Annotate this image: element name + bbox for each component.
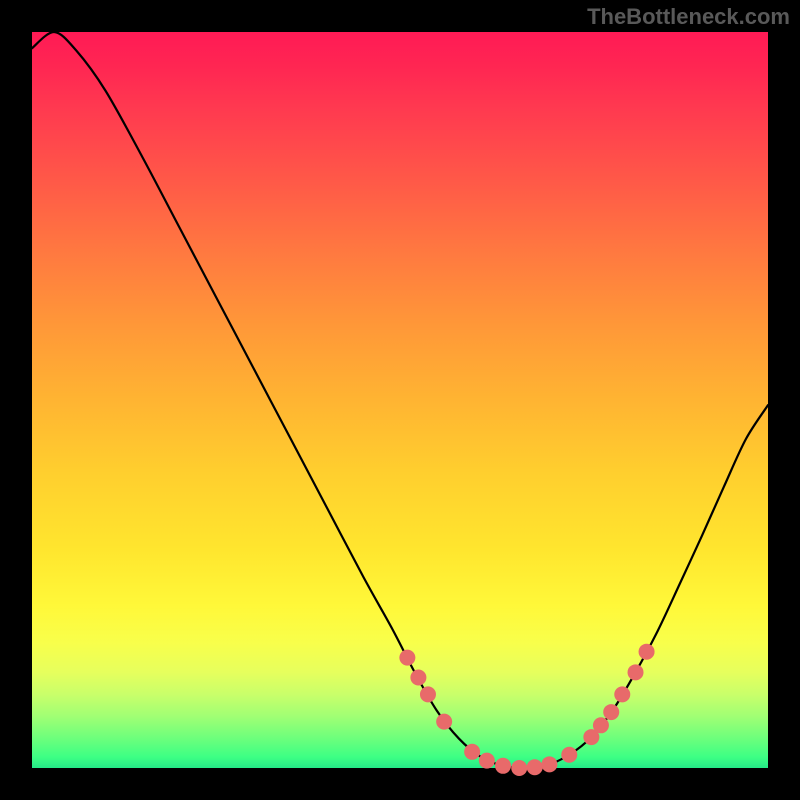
- data-point: [527, 759, 543, 775]
- data-point: [628, 664, 644, 680]
- data-point: [410, 669, 426, 685]
- curve-chart: [0, 0, 800, 800]
- data-point: [479, 753, 495, 769]
- data-point: [614, 686, 630, 702]
- data-point: [436, 714, 452, 730]
- data-point: [511, 760, 527, 776]
- data-point: [420, 686, 436, 702]
- data-point: [561, 747, 577, 763]
- data-point: [639, 644, 655, 660]
- watermark-text: TheBottleneck.com: [587, 4, 790, 30]
- data-point: [399, 650, 415, 666]
- chart-container: TheBottleneck.com: [0, 0, 800, 800]
- data-point: [593, 717, 609, 733]
- data-point: [464, 744, 480, 760]
- data-point: [541, 756, 557, 772]
- data-point: [603, 704, 619, 720]
- data-point: [495, 758, 511, 774]
